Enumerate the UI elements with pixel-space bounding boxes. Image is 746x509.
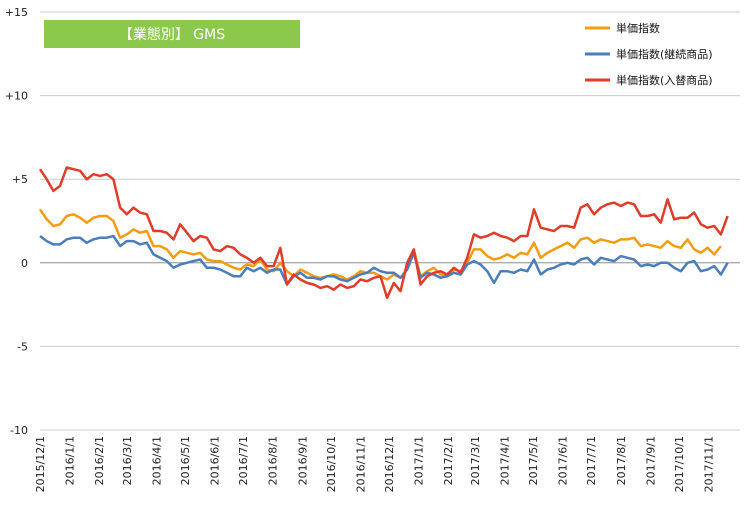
x-tick-label: 2016/4/1 — [150, 436, 163, 485]
x-tick-label: 2017/9/1 — [644, 436, 657, 485]
x-tick-label: 2016/7/1 — [237, 436, 250, 485]
title-background — [44, 20, 300, 48]
chart-title-box: 【業態別】 GMS — [44, 20, 300, 48]
legend-label: 単価指数(継続商品) — [616, 47, 713, 61]
series-line-3 — [38, 166, 729, 300]
x-tick-label: 2016/9/1 — [296, 436, 309, 485]
x-axis: 2015/12/1 2016/1/1 2016/2/1 2016/3/1 2016/4/… — [34, 436, 716, 492]
x-tick-label: 2017/11/1 — [703, 436, 716, 492]
x-tick-label: 2016/5/1 — [179, 436, 192, 485]
x-tick-label: 2016/2/1 — [93, 436, 106, 485]
series-lines — [38, 166, 729, 300]
x-tick-label: 2015/12/1 — [34, 436, 47, 492]
legend-label: 単価指数 — [616, 21, 660, 35]
x-tick-label: 2016/6/1 — [209, 436, 222, 485]
series-line-2 — [39, 234, 729, 286]
y-axis: +15 +10 +5 0 -5 -10 — [5, 6, 28, 437]
x-tick-label: 2017/2/1 — [442, 436, 455, 485]
y-tick-label: +10 — [5, 90, 28, 103]
x-tick-label: 2017/1/1 — [413, 436, 426, 485]
y-tick-label: 0 — [21, 257, 28, 270]
y-tick-label: -5 — [17, 340, 28, 353]
legend-label: 単価指数(入替商品) — [616, 73, 713, 87]
y-tick-label: -10 — [10, 424, 28, 437]
x-tick-label: 2016/3/1 — [121, 436, 134, 485]
x-tick-label: 2017/8/1 — [615, 436, 628, 485]
y-tick-label: +5 — [12, 173, 28, 186]
x-tick-label: 2017/3/1 — [469, 436, 482, 485]
chart-title: 【業態別】 GMS — [119, 27, 225, 43]
x-tick-label: 2016/8/1 — [267, 436, 280, 485]
x-tick-label: 2016/10/1 — [325, 436, 338, 492]
y-tick-label: +15 — [5, 6, 28, 19]
x-tick-label: 2016/1/1 — [64, 436, 77, 485]
x-tick-label: 2016/12/1 — [383, 436, 396, 492]
x-tick-label: 2017/7/1 — [585, 436, 598, 485]
x-tick-label: 2017/10/1 — [673, 436, 686, 492]
x-tick-label: 2016/11/1 — [354, 436, 367, 492]
x-tick-label: 2017/6/1 — [557, 436, 570, 485]
x-tick-label: 2017/5/1 — [527, 436, 540, 485]
x-tick-label: 2017/4/1 — [498, 436, 511, 485]
